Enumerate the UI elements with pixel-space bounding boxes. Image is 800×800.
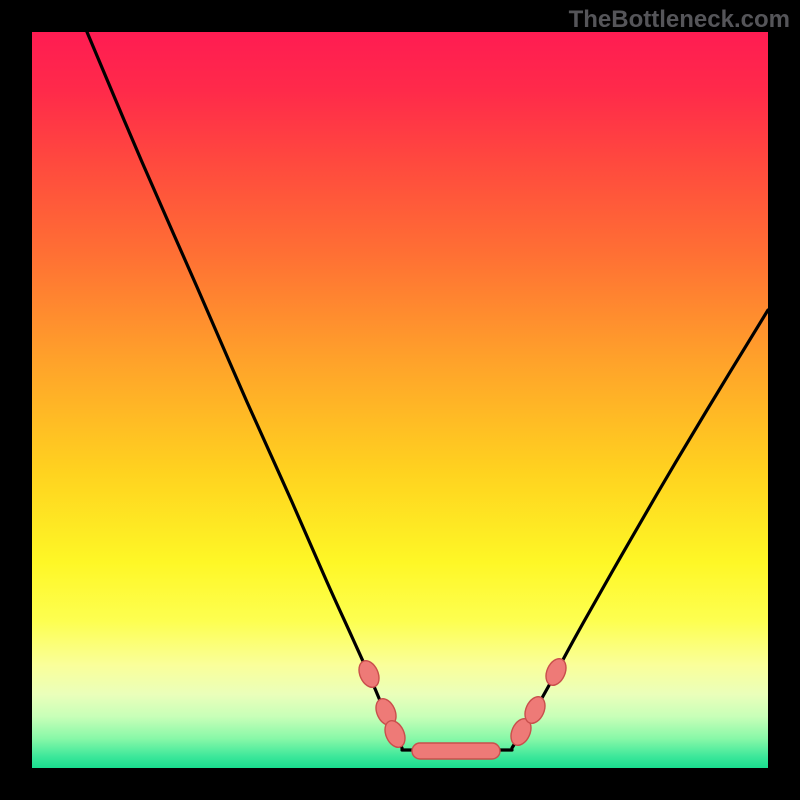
- marker-left-0: [355, 658, 383, 691]
- marker-floor-capsule: [412, 743, 500, 759]
- watermark-text: TheBottleneck.com: [569, 6, 790, 34]
- bottleneck-curve-left: [87, 32, 402, 748]
- curve-overlay: [0, 0, 800, 800]
- chart-container: TheBottleneck.com: [0, 0, 800, 800]
- marker-right-2: [542, 656, 570, 689]
